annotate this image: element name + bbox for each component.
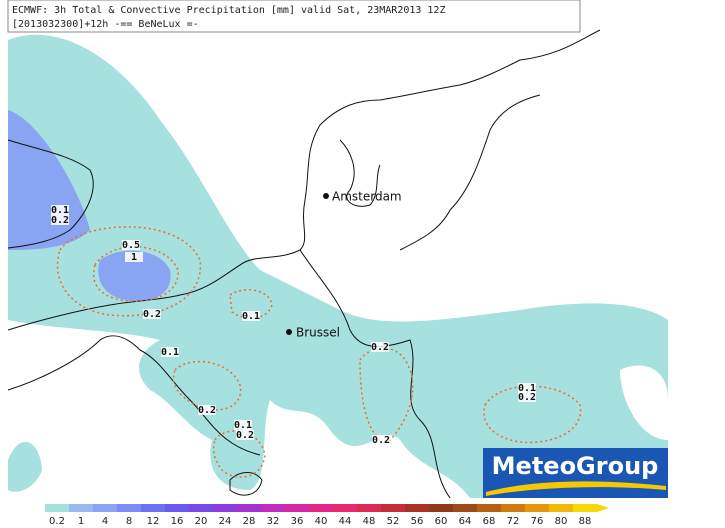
colorbar-segment xyxy=(573,504,597,512)
city-dot xyxy=(323,193,329,199)
colorbar-tick-label: 8 xyxy=(126,516,132,527)
header-box xyxy=(7,0,581,33)
colorbar-segment xyxy=(165,504,189,512)
contour-label: 0.2 xyxy=(51,215,69,226)
colorbar-tick-label: 44 xyxy=(339,516,352,527)
contour-label-bg xyxy=(518,383,536,393)
contour-label-bg xyxy=(51,205,69,215)
colorbar-segment xyxy=(237,504,261,512)
contour-label: 0.1 xyxy=(518,383,536,394)
colorbar-tick-label: 80 xyxy=(555,516,568,527)
colorbar-tick-label: 56 xyxy=(411,516,424,527)
logo-swoosh xyxy=(486,481,666,496)
contour-label: 0.1 xyxy=(242,311,260,322)
colorbar-tick-label: 40 xyxy=(315,516,328,527)
colorbar-segment xyxy=(429,504,453,512)
colorbar-tick-label: 12 xyxy=(147,516,160,527)
colorbar-tick-label: 36 xyxy=(291,516,304,527)
city-label: Amsterdam xyxy=(332,190,402,204)
contour-label: 1 xyxy=(131,252,137,263)
colorbar-segment xyxy=(93,504,117,512)
city-dot xyxy=(286,329,292,335)
colorbar-segment xyxy=(333,504,357,512)
contour-label: 0.2 xyxy=(371,342,389,353)
colorbar-segment xyxy=(117,504,141,512)
colorbar-tick-label: 88 xyxy=(579,516,592,527)
colorbar-segment xyxy=(189,504,213,512)
colorbar-segment xyxy=(285,504,309,512)
contour-label-bg xyxy=(143,309,161,319)
header-title: ECMWF: 3h Total & Convective Precipitati… xyxy=(12,5,445,16)
contour-label: 0.1 xyxy=(51,205,69,216)
contour-label-bg xyxy=(242,311,260,321)
colorbar-tick-label: 1 xyxy=(78,516,84,527)
colorbar-tick-label: 72 xyxy=(507,516,520,527)
colorbar-segment xyxy=(213,504,237,512)
contour-label-bg xyxy=(161,347,179,357)
contour-label-bg xyxy=(234,420,252,430)
colorbar-segment xyxy=(261,504,285,512)
contour-label-bg xyxy=(125,252,143,262)
colorbar-tick-label: 4 xyxy=(102,516,108,527)
colorbar-segment xyxy=(69,504,93,512)
colorbar-tick-label: 32 xyxy=(267,516,280,527)
colorbar-tick-label: 24 xyxy=(219,516,232,527)
contour-label: 0.2 xyxy=(372,435,390,446)
precipitation-areas xyxy=(8,34,668,498)
contour-label-bg xyxy=(236,430,254,440)
contour-label: 0.1 xyxy=(234,420,252,431)
contour-label-bg xyxy=(518,392,536,402)
colorbar-segment xyxy=(549,504,573,512)
contour-label-bg xyxy=(122,240,140,250)
contour-label-bg xyxy=(371,342,389,352)
colorbar-segment xyxy=(501,504,525,512)
contour-label: 0.2 xyxy=(236,430,254,441)
colorbar-tick-label: 60 xyxy=(435,516,448,527)
colorbar-tick-label: 0.2 xyxy=(49,516,65,527)
colorbar-segment xyxy=(45,504,69,512)
colorbar-segment xyxy=(405,504,429,512)
colorbar-tick-label: 16 xyxy=(171,516,184,527)
colorbar-segment xyxy=(477,504,501,512)
colorbar-segment xyxy=(525,504,549,512)
logo-text: MeteoGroup xyxy=(492,452,659,480)
contour-label: 0.2 xyxy=(518,392,536,403)
city-label: Brussel xyxy=(296,326,340,340)
colorbar-tick-label: 28 xyxy=(243,516,256,527)
contour-label-bg xyxy=(51,215,69,225)
colorbar-segment xyxy=(309,504,333,512)
colorbar-segment xyxy=(453,504,477,512)
header-subtitle: [2013032300]+12h -== BeNeLux =- xyxy=(12,19,199,30)
contour-label-bg xyxy=(372,435,390,445)
colorbar-segment xyxy=(381,504,405,512)
colorbar-tick-label: 68 xyxy=(483,516,496,527)
colorbar-tick-label: 52 xyxy=(387,516,400,527)
contour-label-bg xyxy=(198,405,216,415)
colorbar-tick-label: 76 xyxy=(531,516,544,527)
colorbar-segment xyxy=(141,504,165,512)
contour-label: 0.1 xyxy=(161,347,179,358)
contour-label: 0.2 xyxy=(143,309,161,320)
coastlines xyxy=(7,29,601,499)
colorbar-tick-label: 48 xyxy=(363,516,376,527)
colorbar-tick-label: 20 xyxy=(195,516,208,527)
contour-label: 0.5 xyxy=(122,240,140,251)
contour-label: 0.2 xyxy=(198,405,216,416)
colorbar-tick-label: 64 xyxy=(459,516,472,527)
colorbar-segment xyxy=(357,504,381,512)
colorbar-arrow xyxy=(597,504,609,512)
